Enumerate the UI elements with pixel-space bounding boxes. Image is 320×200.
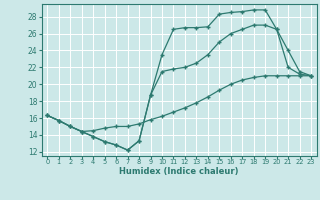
X-axis label: Humidex (Indice chaleur): Humidex (Indice chaleur) [119,167,239,176]
